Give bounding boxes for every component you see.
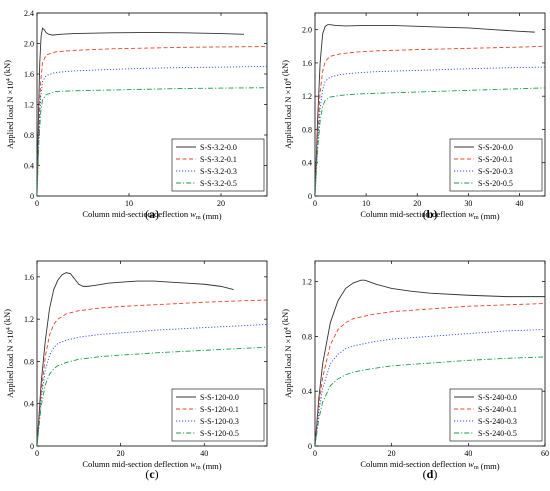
x-axis-label: Column mid-section deflection wm (mm) (360, 209, 499, 221)
legend-box (171, 138, 265, 192)
legend-entry: S-S-120-0.1 (200, 405, 239, 414)
series-line-S-S-120-0.5 (37, 346, 267, 446)
panel-label: (d) (423, 467, 438, 481)
series-line-S-S-240-0.5 (315, 356, 545, 446)
x-axis-label: Column mid-section deflection wm (mm) (82, 209, 221, 221)
series-line-S-S-240-0.0 (315, 279, 545, 446)
x-tick-label: 20 (413, 199, 421, 208)
series-line-S-S-3.2-0.5 (37, 87, 267, 196)
x-tick-label: 40 (515, 199, 523, 208)
y-tick-label: 1.2 (24, 315, 34, 324)
chart-panel-c: 0 20 40 0 0.4 0.8 1.2 1.6 Column mid-section def… (2, 260, 268, 481)
chart-panel-b: 0 10 20 30 40 0 0.4 0.8 1.2 1.6 2.0 Column mid-sect… (280, 12, 546, 221)
legend-entry: S-S-240-0.0 (478, 393, 517, 402)
legend-entry: S-S-3.2-0.5 (200, 179, 237, 188)
x-tick-label: 0 (313, 449, 317, 458)
plot-frame (36, 260, 268, 447)
legend-box (171, 388, 265, 442)
y-tick-label: 2.0 (24, 40, 34, 49)
series-line-S-S-240-0.3 (315, 329, 545, 446)
y-tick-label: 1.6 (302, 59, 312, 68)
y-tick-label: 0 (30, 442, 34, 451)
legend-entry: S-S-20-0.3 (478, 167, 513, 176)
x-tick-label: 20 (217, 199, 225, 208)
legend-entry: S-S-240-0.3 (478, 417, 517, 426)
y-tick-label: 0.4 (302, 159, 312, 168)
x-axis-label: Column mid-section deflection wm (mm) (82, 459, 221, 471)
y-tick-label: 0.8 (302, 125, 312, 134)
x-axis-label: Column mid-section deflection wm (mm) (360, 459, 499, 471)
y-axis-label: Applied load N ×104 (kN) (2, 60, 15, 149)
y-tick-label: 2.4 (24, 9, 34, 18)
series-line-S-S-20-0.1 (315, 45, 545, 196)
legend: S-S-120-0.0 S-S-120-0.1 S-S-120-0.3 S-S-120… (171, 388, 265, 442)
y-tick-label: 0.8 (24, 357, 34, 366)
x-tick-label: 40 (464, 449, 472, 458)
y-tick-label: 1.2 (302, 92, 312, 101)
chart-panel-a: 0 10 20 0 0.4 0.8 1.2 1.6 2.0 2.4 Column mid-secti… (2, 9, 268, 221)
x-tick-label: 10 (125, 199, 133, 208)
series-line-S-S-20-0.0 (315, 24, 535, 196)
y-tick-label: 0.4 (24, 400, 34, 409)
series-line-S-S-120-0.3 (37, 323, 267, 446)
panel-label: (c) (145, 467, 158, 481)
y-tick-label: 1.2 (302, 278, 312, 287)
y-axis-label: Applied load N ×104 (kN) (280, 309, 293, 398)
y-tick-label: 1.6 (24, 273, 34, 282)
legend-entry: S-S-20-0.0 (478, 143, 513, 152)
panel-label: (b) (423, 207, 438, 221)
plot-frame (314, 260, 546, 447)
y-tick-label: 0.4 (24, 162, 34, 171)
y-axis-label: Applied load N ×104 (kN) (2, 309, 15, 398)
y-axis-label: Applied load N ×104 (kN) (280, 60, 293, 149)
series-line-S-S-3.2-0.0 (37, 27, 245, 196)
x-tick-label: 0 (313, 199, 317, 208)
panel-label: (a) (145, 207, 159, 221)
y-tick-label: 0.8 (302, 332, 312, 341)
legend-entry: S-S-240-0.1 (478, 405, 517, 414)
legend: S-S-240-0.0 S-S-240-0.1 S-S-240-0.3 S-S-240… (449, 388, 543, 442)
series-line-S-S-20-0.3 (315, 66, 545, 196)
y-tick-label: 0.4 (302, 387, 312, 396)
series-line-S-S-120-0.0 (37, 272, 234, 446)
legend-entry: S-S-120-0.3 (200, 417, 239, 426)
chart-panel-d: 0 20 40 60 0 0.4 0.8 1.2 Column mid-section defl… (280, 260, 549, 481)
y-tick-label: 0.8 (24, 131, 34, 140)
y-tick-label: 1.2 (24, 101, 34, 110)
y-tick-label: 1.6 (24, 70, 34, 79)
legend-entry: S-S-20-0.5 (478, 179, 513, 188)
x-tick-label: 0 (35, 199, 39, 208)
legend: S-S-3.2-0.0 S-S-3.2-0.1 S-S-3.2-0.3 S-S-3.2… (171, 138, 265, 192)
plot-frame (314, 12, 546, 197)
x-tick-label: 10 (362, 199, 370, 208)
x-tick-label: 20 (388, 449, 396, 458)
series-line-S-S-240-0.1 (315, 303, 545, 446)
x-tick-label: 20 (117, 449, 125, 458)
legend: S-S-20-0.0 S-S-20-0.1 S-S-20-0.3 S-S-20-0.5 (449, 138, 543, 192)
x-tick-label: 40 (200, 449, 208, 458)
legend-entry: S-S-20-0.1 (478, 155, 513, 164)
legend-entry: S-S-3.2-0.3 (200, 167, 237, 176)
legend-entry: S-S-3.2-0.0 (200, 143, 237, 152)
series-line-S-S-120-0.1 (37, 299, 267, 446)
legend-box (449, 388, 543, 442)
y-tick-label: 0 (30, 192, 34, 201)
series-line-S-S-3.2-0.1 (37, 46, 267, 196)
legend-entry: S-S-120-0.0 (200, 393, 239, 402)
legend-entry: S-S-240-0.5 (478, 429, 517, 438)
y-tick-label: 0 (308, 442, 312, 451)
x-tick-label: 0 (35, 449, 39, 458)
y-tick-label: 2.0 (302, 26, 312, 35)
x-tick-label: 60 (541, 449, 549, 458)
legend-box (449, 138, 543, 192)
legend-entry: S-S-3.2-0.1 (200, 155, 237, 164)
series-line-S-S-20-0.5 (315, 87, 545, 196)
legend-entry: S-S-120-0.5 (200, 429, 239, 438)
y-tick-label: 0 (308, 192, 312, 201)
x-tick-label: 30 (464, 199, 472, 208)
